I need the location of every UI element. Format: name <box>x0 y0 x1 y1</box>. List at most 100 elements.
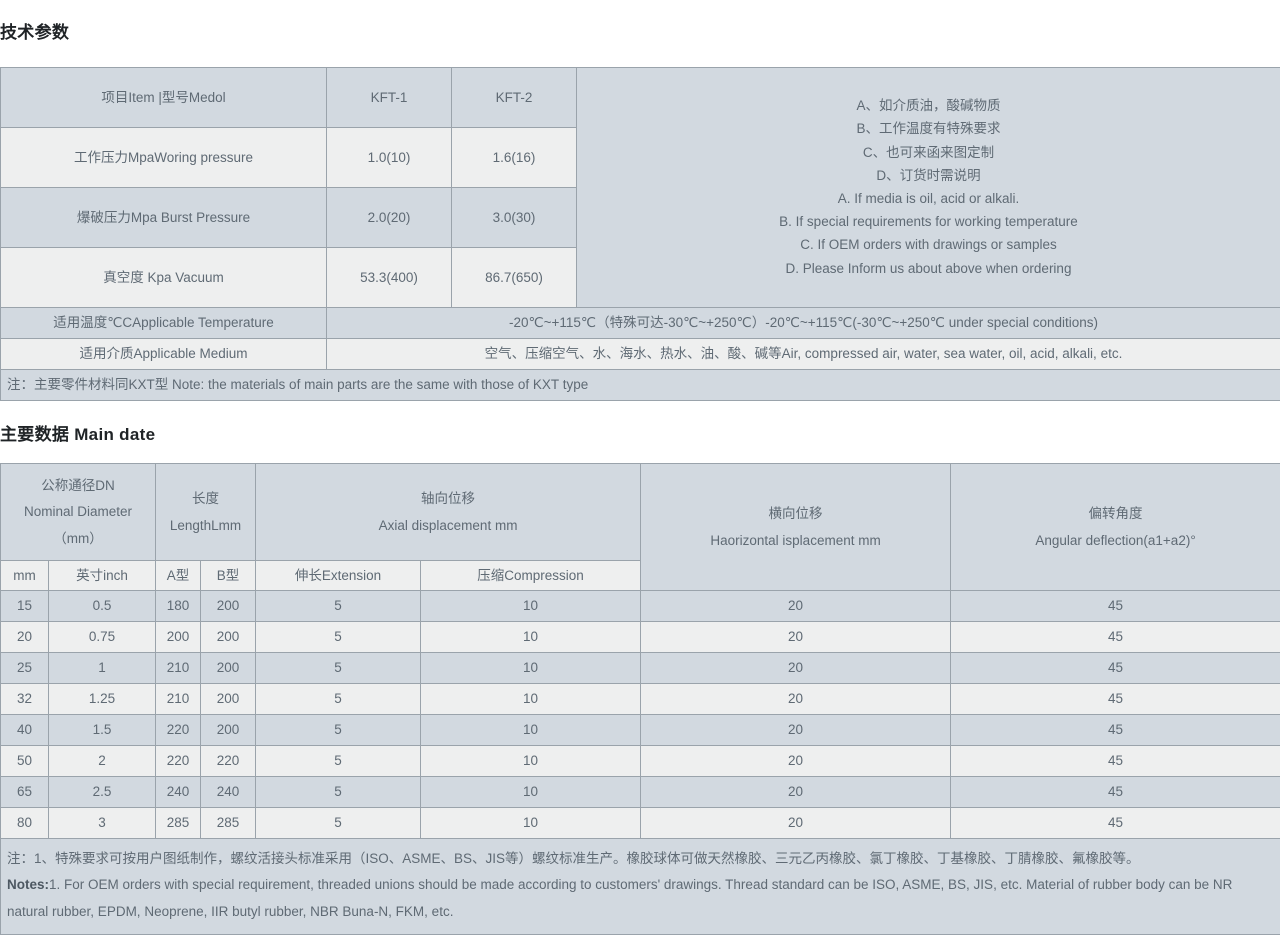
header-cell-kft2: KFT-2 <box>451 67 577 128</box>
cell-horizontal: 20 <box>640 745 952 777</box>
advisory-item: C. If OEM orders with drawings or sample… <box>800 237 1057 253</box>
table-subheader-row: mm 英寸inch A型 B型 伸长Extension 压缩Compressio… <box>0 560 1280 591</box>
cell-horizontal: 20 <box>640 621 952 653</box>
subheader-cell-type-a: A型 <box>155 560 202 591</box>
cell-horizontal: 20 <box>640 683 952 715</box>
main-data-table: 公称通径DN Nominal Diameter （mm） 长度 LengthLm… <box>0 463 1280 935</box>
table-row: 15 0.5 180 200 5 10 20 45 <box>0 590 1280 622</box>
cell-extension: 5 <box>255 683 422 715</box>
cell-angular: 45 <box>950 683 1280 715</box>
cell-mm: 25 <box>0 652 49 684</box>
header-cell-axial-displacement: 轴向位移 Axial displacement mm <box>255 463 642 561</box>
header-cell-item: 项目Item |型号Medol <box>0 67 327 128</box>
row-value-temperature: -20℃~+115℃（特殊可达-30℃~+250℃）-20℃~+115℃(-30… <box>326 307 1280 339</box>
table-header-row: 项目Item |型号Medol KFT-1 KFT-2 A、如介质油，酸碱物质 … <box>0 67 1280 308</box>
cell-mm: 65 <box>0 776 49 808</box>
cell-compression: 10 <box>420 652 642 684</box>
row-label-working-pressure: 工作压力MpaWoring pressure <box>0 127 327 188</box>
table-notes-row: 注：1、特殊要求可按用户图纸制作，螺纹活接头标准采用（ISO、ASME、BS、J… <box>0 838 1280 935</box>
header-stack: 偏转角度 Angular deflection(a1+a2)° <box>957 506 1274 548</box>
advisory-list: A、如介质油，酸碱物质 B、工作温度有特殊要求 C、也可来函来图定制 D、订货时… <box>587 98 1270 277</box>
table-row: 爆破压力Mpa Burst Pressure 2.0(20) 3.0(30) <box>0 187 1280 248</box>
cell-angular: 45 <box>950 807 1280 839</box>
cell-compression: 10 <box>420 745 642 777</box>
table-row: 32 1.25 210 200 5 10 20 45 <box>0 683 1280 715</box>
cell-horizontal: 20 <box>640 652 952 684</box>
cell-horizontal: 20 <box>640 714 952 746</box>
table-header-row: 公称通径DN Nominal Diameter （mm） 长度 LengthLm… <box>0 463 1280 591</box>
cell-compression: 10 <box>420 621 642 653</box>
cell-mm: 40 <box>0 714 49 746</box>
cell-type-a: 240 <box>155 776 202 808</box>
table-row: 工作压力MpaWoring pressure 1.0(10) 1.6(16) <box>0 127 1280 188</box>
header-cell-angular-deflection: 偏转角度 Angular deflection(a1+a2)° <box>950 463 1280 591</box>
notes-english-label: Notes: <box>7 877 50 893</box>
cell-angular: 45 <box>950 621 1280 653</box>
advisory-item: A、如介质油，酸碱物质 <box>856 98 1001 114</box>
page-title-main-data: 主要数据 Main date <box>0 425 156 444</box>
cell-extension: 5 <box>255 714 422 746</box>
header-line-en: LengthLmm <box>169 517 242 533</box>
notes-english-text: 1. For OEM orders with special requireme… <box>7 877 1233 919</box>
cell-type-b: 240 <box>200 776 257 808</box>
cell-type-a: 210 <box>155 683 202 715</box>
cell-horizontal: 20 <box>640 807 952 839</box>
row-label-temperature: 适用温度℃CApplicable Temperature <box>0 307 327 339</box>
cell-angular: 45 <box>950 745 1280 777</box>
cell-inch: 2.5 <box>47 776 157 808</box>
cell-type-b: 200 <box>200 683 257 715</box>
header-line-cn: 偏转角度 <box>1088 505 1143 521</box>
subheader-cell-extension: 伸长Extension <box>255 560 422 591</box>
table-row: 80 3 285 285 5 10 20 45 <box>0 807 1280 839</box>
subheader-cell-type-b: B型 <box>200 560 257 591</box>
header-line-unit: （mm） <box>53 530 103 546</box>
cell-inch: 1.5 <box>47 714 157 746</box>
cell-inch: 2 <box>47 745 157 777</box>
cell-inch: 3 <box>47 807 157 839</box>
cell-horizontal: 20 <box>640 590 952 622</box>
advisory-item: C、也可来函来图定制 <box>862 144 995 160</box>
row-value-kft1: 1.0(10) <box>326 127 452 188</box>
table-row: 25 1 210 200 5 10 20 45 <box>0 652 1280 684</box>
row-value-kft2: 86.7(650) <box>451 247 577 308</box>
cell-mm: 80 <box>0 807 49 839</box>
cell-compression: 10 <box>420 807 642 839</box>
cell-horizontal: 20 <box>640 776 952 808</box>
cell-angular: 45 <box>950 776 1280 808</box>
subheader-cell-inch: 英寸inch <box>47 560 157 591</box>
cell-type-b: 200 <box>200 652 257 684</box>
advisory-item: D. Please Inform us about above when ord… <box>785 260 1072 276</box>
header-line-en: Nominal Diameter <box>23 504 133 520</box>
header-cell-horizontal-displacement: 横向位移 Haorizontal isplacement mm <box>640 463 952 591</box>
table-row: 40 1.5 220 200 5 10 20 45 <box>0 714 1280 746</box>
cell-type-b: 220 <box>200 745 257 777</box>
header-cell-length: 长度 LengthLmm <box>155 463 257 561</box>
table-row-medium: 适用介质Applicable Medium 空气、压缩空气、水、海水、热水、油、… <box>0 338 1280 370</box>
row-label-medium: 适用介质Applicable Medium <box>0 338 327 370</box>
header-stack: 公称通径DN Nominal Diameter （mm） <box>7 478 149 547</box>
row-value-kft2: 1.6(16) <box>451 127 577 188</box>
cell-compression: 10 <box>420 776 642 808</box>
cell-inch: 1.25 <box>47 683 157 715</box>
main-notes: 注：1、特殊要求可按用户图纸制作，螺纹活接头标准采用（ISO、ASME、BS、J… <box>0 838 1280 935</box>
cell-type-a: 285 <box>155 807 202 839</box>
header-cell-nominal-diameter: 公称通径DN Nominal Diameter （mm） <box>0 463 157 561</box>
header-stack: 长度 LengthLmm <box>162 491 249 533</box>
cell-inch: 0.5 <box>47 590 157 622</box>
cell-compression: 10 <box>420 683 642 715</box>
cell-type-a: 220 <box>155 745 202 777</box>
technical-parameters-table: 项目Item |型号Medol KFT-1 KFT-2 A、如介质油，酸碱物质 … <box>0 67 1280 401</box>
table-row-temperature: 适用温度℃CApplicable Temperature -20℃~+115℃（… <box>0 307 1280 339</box>
advisory-panel: A、如介质油，酸碱物质 B、工作温度有特殊要求 C、也可来函来图定制 D、订货时… <box>576 67 1280 308</box>
cell-type-b: 285 <box>200 807 257 839</box>
header-line-cn: 轴向位移 <box>421 490 476 506</box>
cell-type-a: 220 <box>155 714 202 746</box>
header-line-en: Haorizontal isplacement mm <box>710 532 881 548</box>
header-stack: 横向位移 Haorizontal isplacement mm <box>647 506 944 548</box>
table-row: 20 0.75 200 200 5 10 20 45 <box>0 621 1280 653</box>
advisory-item: A. If media is oil, acid or alkali. <box>837 191 1020 206</box>
cell-type-a: 210 <box>155 652 202 684</box>
advisory-item: B、工作温度有特殊要求 <box>856 121 1001 137</box>
cell-compression: 10 <box>420 714 642 746</box>
row-value-kft1: 2.0(20) <box>326 187 452 248</box>
